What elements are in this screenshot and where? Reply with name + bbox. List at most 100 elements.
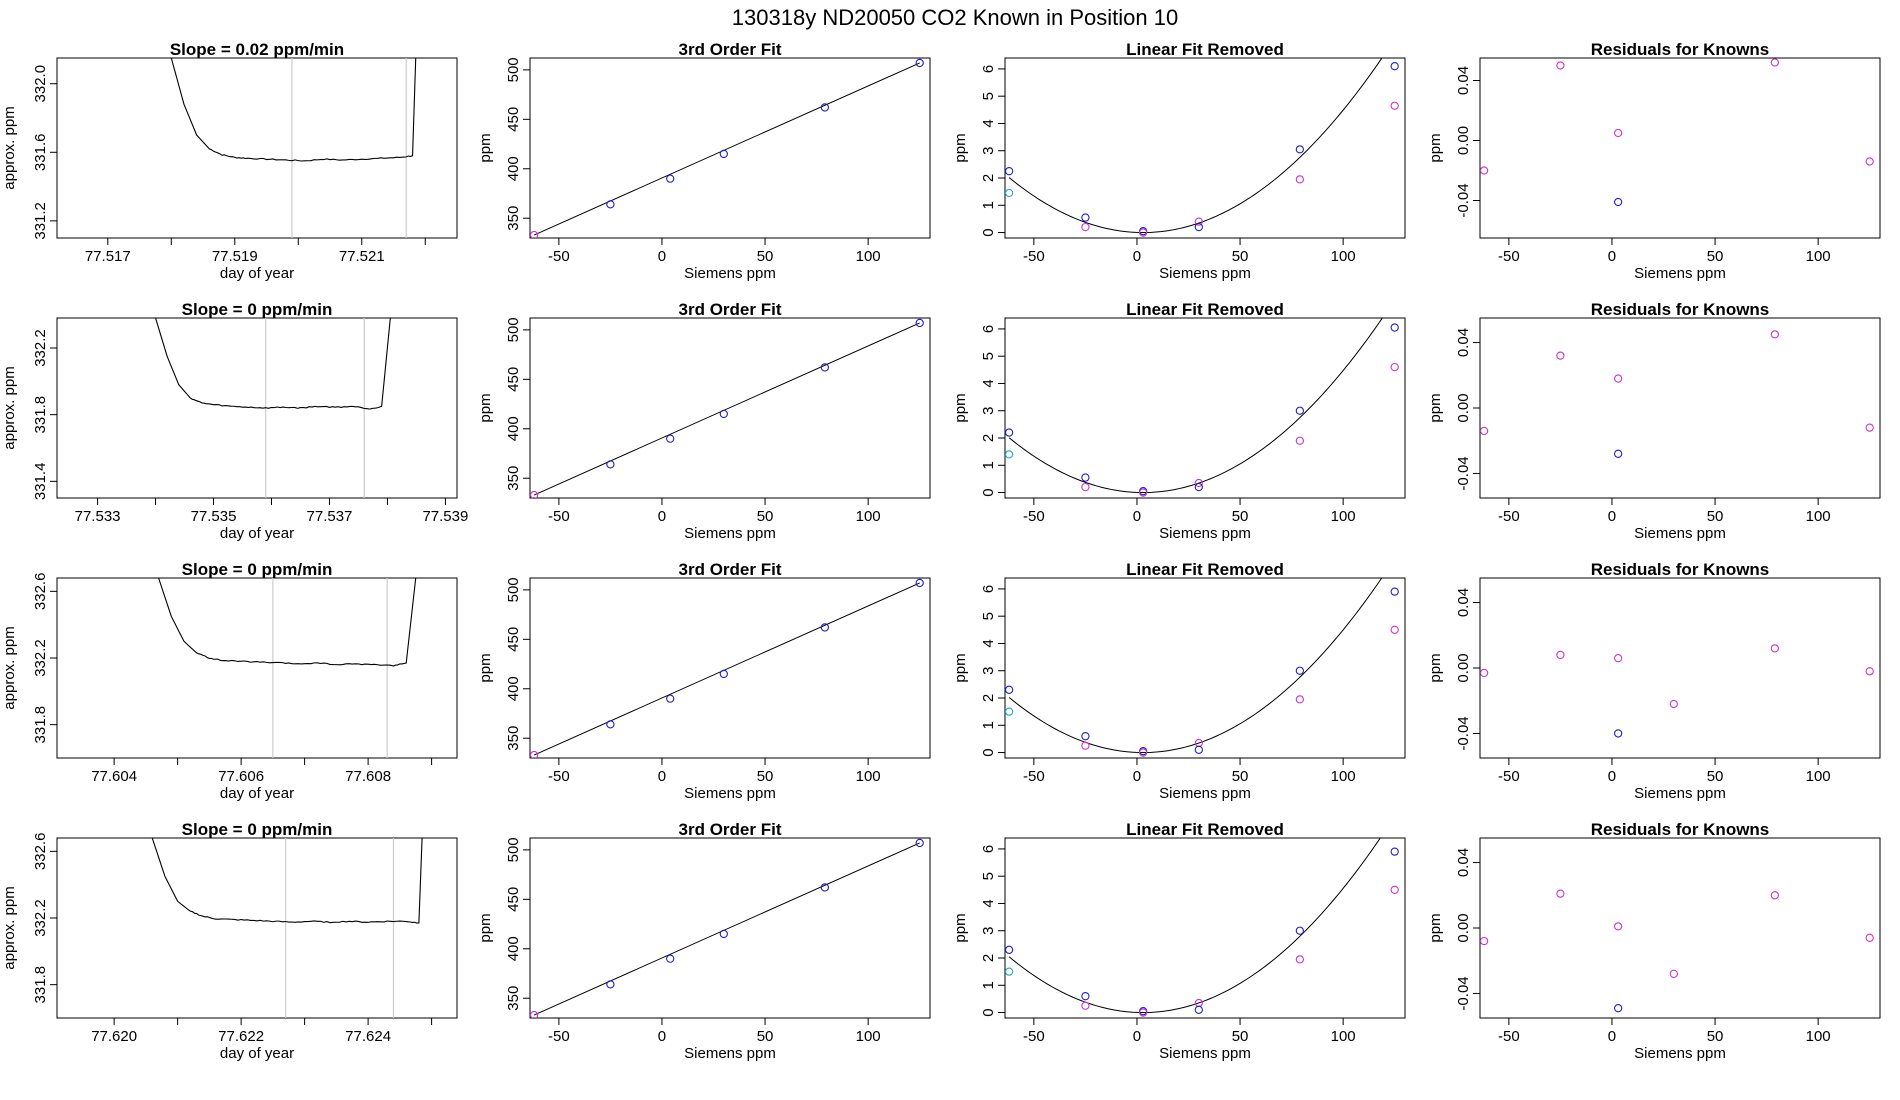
data-point <box>1390 62 1399 71</box>
figure-title: 130318y ND20050 CO2 Known in Position 10 <box>732 5 1178 30</box>
data-point <box>530 750 539 758</box>
y-tick-label: 1 <box>980 981 997 989</box>
x-tick-label: 100 <box>856 1028 881 1045</box>
data-point <box>1295 145 1304 154</box>
data-point <box>1295 955 1304 964</box>
data-point <box>1613 374 1623 383</box>
fit-curve <box>1008 838 1381 1014</box>
panel-title: Linear Fit Removed <box>1126 820 1284 839</box>
data-point <box>1390 323 1399 332</box>
y-tick-label: 332.2 <box>32 899 49 937</box>
data-point <box>1556 61 1565 70</box>
data-point <box>1865 933 1874 942</box>
data-point <box>1770 644 1779 653</box>
data-point <box>1613 128 1623 138</box>
x-tick-label: 50 <box>1232 768 1249 785</box>
panel-r0-c0: Slope = 0.02 ppm/min 77.517 77.519 77.521 33… <box>1 40 458 282</box>
data-layer <box>1005 58 1399 237</box>
panel-title: 3rd Order Fit <box>679 300 782 319</box>
plot-frame <box>529 577 931 759</box>
x-axis-label: Siemens ppm <box>684 785 776 802</box>
panel-r3-c2: Linear Fit Removed -50 0 50 100 0 1 2 3 4 5 6 Siemen… <box>952 820 1406 1062</box>
x-tick-label: 100 <box>1806 1028 1831 1045</box>
data-point <box>1081 482 1090 492</box>
data-point <box>1556 650 1565 660</box>
data-layer <box>1480 644 1874 738</box>
data-point <box>1613 922 1623 931</box>
y-tick-label: 0.04 <box>1455 848 1472 877</box>
y-tick-label: 3 <box>980 667 997 675</box>
y-tick-label: 0 <box>980 488 997 496</box>
x-tick-label: -50 <box>1498 248 1520 265</box>
data-point <box>1669 969 1678 978</box>
signal-trace <box>151 838 423 924</box>
y-tick-label: -0.04 <box>1455 456 1472 490</box>
x-tick-label: -50 <box>548 248 570 265</box>
data-point <box>1613 197 1623 207</box>
y-tick-label: 332.0 <box>32 65 49 103</box>
x-axis-label: day of year <box>220 265 294 282</box>
x-tick-label: 100 <box>856 768 881 785</box>
data-point <box>1390 847 1399 856</box>
x-tick-label: 0 <box>1608 508 1616 525</box>
data-point <box>1613 1004 1623 1013</box>
y-tick-label: 500 <box>505 577 522 602</box>
x-tick-label: 50 <box>757 1028 774 1045</box>
data-point <box>666 434 675 443</box>
data-point <box>606 200 615 209</box>
y-tick-label: 6 <box>980 585 997 593</box>
x-tick-label: 100 <box>1331 248 1356 265</box>
y-tick-label: 450 <box>505 367 522 392</box>
y-tick-label: 2 <box>980 694 997 702</box>
data-point <box>1556 889 1565 898</box>
x-tick-label: 77.535 <box>191 508 237 525</box>
x-axis-label: Siemens ppm <box>1159 525 1251 542</box>
panel-r1-c0: Slope = 0 ppm/min 77.533 77.535 77.537 77.53… <box>1 300 468 542</box>
x-tick-label: -50 <box>548 1028 570 1045</box>
data-layer <box>1005 838 1399 1017</box>
panel-title: Residuals for Knowns <box>1591 560 1770 579</box>
data-point <box>820 103 829 112</box>
fit-line <box>533 582 920 756</box>
data-point <box>1194 745 1203 754</box>
data-layer <box>530 578 924 758</box>
y-tick-label: 331.4 <box>32 463 49 501</box>
x-axis-label: Siemens ppm <box>684 265 776 282</box>
data-point <box>530 490 539 498</box>
y-tick-label: 331.8 <box>32 396 49 434</box>
y-axis-label: approx. ppm <box>1 886 18 969</box>
x-tick-label: 100 <box>1806 768 1831 785</box>
data-point <box>666 174 675 183</box>
y-tick-label: 0.00 <box>1455 393 1472 422</box>
y-tick-label: 4 <box>980 899 997 907</box>
panel-title: Linear Fit Removed <box>1126 40 1284 59</box>
y-tick-label: 331.8 <box>32 706 49 744</box>
panel-r0-c1: 3rd Order Fit -50 0 50 100 350 400 450 500 Siemen… <box>477 40 931 282</box>
y-tick-label: 4 <box>980 119 997 127</box>
y-tick-label: 3 <box>980 147 997 155</box>
y-tick-label: 5 <box>980 612 997 620</box>
panel-title: Slope = 0.02 ppm/min <box>170 40 344 59</box>
y-tick-label: 5 <box>980 352 997 360</box>
x-tick-label: 0 <box>1133 1028 1141 1045</box>
data-layer <box>1005 578 1399 757</box>
y-tick-label: 331.2 <box>32 202 49 240</box>
panel-title: Linear Fit Removed <box>1126 300 1284 319</box>
data-point <box>719 929 728 939</box>
panel-r2-c2: Linear Fit Removed -50 0 50 100 0 1 2 3 4 5 6 Siemen… <box>952 560 1406 802</box>
x-tick-label: 77.622 <box>218 1028 264 1045</box>
x-tick-label: 50 <box>1707 508 1724 525</box>
y-tick-label: 6 <box>980 325 997 333</box>
data-layer <box>1005 318 1399 497</box>
data-point <box>666 954 675 963</box>
data-point <box>1390 885 1399 894</box>
panel-title: Residuals for Knowns <box>1591 820 1770 839</box>
data-point <box>606 720 615 729</box>
panel-r0-c3: Residuals for Knowns -50 0 50 100 -0.04 0.00 0.… <box>1427 40 1881 282</box>
data-point <box>1669 699 1678 709</box>
data-point <box>1613 449 1623 458</box>
data-point <box>1005 685 1014 694</box>
y-tick-label: 0 <box>980 1008 997 1016</box>
y-axis-label: ppm <box>952 653 969 682</box>
data-point <box>1194 478 1203 488</box>
